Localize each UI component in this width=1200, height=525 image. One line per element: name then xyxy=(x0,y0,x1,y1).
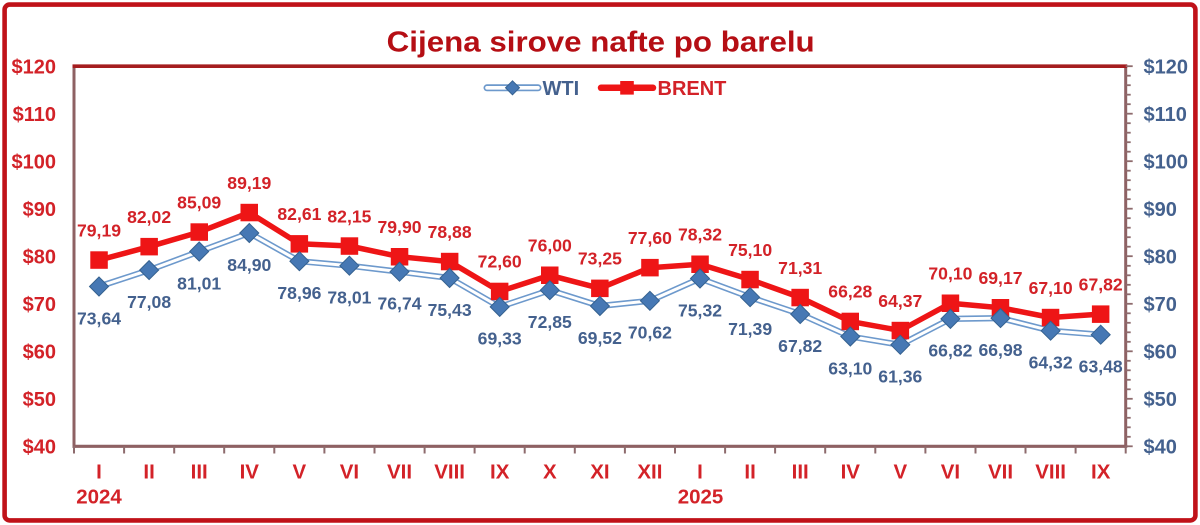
svg-text:79,19: 79,19 xyxy=(77,220,121,240)
svg-text:63,10: 63,10 xyxy=(828,358,872,378)
svg-text:Cijena sirove nafte po barelu: Cijena sirove nafte po barelu xyxy=(387,27,815,59)
svg-text:VI: VI xyxy=(340,461,359,484)
svg-text:71,39: 71,39 xyxy=(728,319,772,339)
svg-text:67,10: 67,10 xyxy=(1029,278,1073,298)
svg-text:X: X xyxy=(543,461,557,484)
svg-text:69,33: 69,33 xyxy=(478,329,522,349)
svg-text:VII: VII xyxy=(387,461,412,484)
svg-text:67,82: 67,82 xyxy=(1079,274,1123,294)
svg-text:79,90: 79,90 xyxy=(377,217,421,237)
svg-text:$120: $120 xyxy=(1144,56,1189,78)
svg-text:VIII: VIII xyxy=(1035,461,1066,484)
svg-text:IX: IX xyxy=(490,461,510,484)
svg-text:XII: XII xyxy=(637,461,662,484)
svg-text:WTI: WTI xyxy=(543,78,580,100)
svg-text:70,62: 70,62 xyxy=(628,323,672,343)
svg-text:70,10: 70,10 xyxy=(928,264,972,284)
svg-text:72,60: 72,60 xyxy=(478,252,522,272)
svg-text:$110: $110 xyxy=(13,104,56,126)
svg-text:82,02: 82,02 xyxy=(127,207,171,227)
svg-text:82,61: 82,61 xyxy=(277,204,321,224)
svg-text:64,32: 64,32 xyxy=(1029,353,1073,373)
svg-text:III: III xyxy=(191,461,208,484)
svg-text:II: II xyxy=(143,461,154,484)
svg-text:III: III xyxy=(792,461,809,484)
svg-text:66,82: 66,82 xyxy=(928,341,972,361)
svg-text:75,10: 75,10 xyxy=(728,240,772,260)
svg-text:63,48: 63,48 xyxy=(1079,357,1123,377)
svg-text:77,60: 77,60 xyxy=(628,228,672,248)
svg-text:67,82: 67,82 xyxy=(778,336,822,356)
svg-text:73,25: 73,25 xyxy=(578,249,622,269)
svg-text:V: V xyxy=(293,461,307,484)
svg-text:VI: VI xyxy=(941,461,960,484)
svg-text:$80: $80 xyxy=(1144,246,1177,268)
svg-text:77,08: 77,08 xyxy=(127,292,171,312)
svg-text:69,17: 69,17 xyxy=(978,268,1022,288)
svg-text:78,88: 78,88 xyxy=(428,222,472,242)
svg-text:$100: $100 xyxy=(1144,151,1189,173)
svg-text:2025: 2025 xyxy=(678,486,724,509)
svg-text:II: II xyxy=(744,461,755,484)
svg-text:76,00: 76,00 xyxy=(528,236,572,256)
svg-text:72,85: 72,85 xyxy=(528,312,572,332)
svg-text:$90: $90 xyxy=(23,199,56,221)
svg-text:VII: VII xyxy=(988,461,1013,484)
svg-text:$60: $60 xyxy=(23,342,56,364)
svg-text:IV: IV xyxy=(841,461,861,484)
svg-text:69,52: 69,52 xyxy=(578,328,622,348)
svg-text:BRENT: BRENT xyxy=(658,78,727,100)
svg-text:$60: $60 xyxy=(1144,342,1177,364)
svg-text:$90: $90 xyxy=(1144,199,1177,221)
svg-text:75,43: 75,43 xyxy=(428,300,472,320)
svg-text:$110: $110 xyxy=(1144,104,1187,126)
svg-text:71,31: 71,31 xyxy=(778,258,822,278)
svg-text:76,74: 76,74 xyxy=(377,294,421,314)
svg-text:82,15: 82,15 xyxy=(327,206,371,226)
svg-text:$80: $80 xyxy=(23,246,56,268)
svg-text:61,36: 61,36 xyxy=(878,367,922,387)
svg-text:I: I xyxy=(697,461,703,484)
svg-text:XI: XI xyxy=(590,461,609,484)
svg-text:78,32: 78,32 xyxy=(678,225,722,245)
svg-text:78,96: 78,96 xyxy=(277,283,321,303)
svg-text:IX: IX xyxy=(1091,461,1111,484)
svg-text:I: I xyxy=(96,461,102,484)
svg-text:$120: $120 xyxy=(12,56,57,78)
svg-text:$40: $40 xyxy=(23,437,56,459)
svg-text:$40: $40 xyxy=(1144,437,1177,459)
svg-text:V: V xyxy=(893,461,907,484)
svg-text:$50: $50 xyxy=(1144,389,1177,411)
svg-text:89,19: 89,19 xyxy=(227,173,271,193)
svg-text:$70: $70 xyxy=(23,294,56,316)
svg-text:$70: $70 xyxy=(1144,294,1177,316)
svg-text:66,28: 66,28 xyxy=(828,282,872,302)
svg-text:2024: 2024 xyxy=(76,486,122,509)
svg-text:81,01: 81,01 xyxy=(177,273,221,293)
svg-text:75,32: 75,32 xyxy=(678,300,722,320)
svg-text:84,90: 84,90 xyxy=(227,255,271,275)
svg-text:66,98: 66,98 xyxy=(978,340,1022,360)
svg-text:$50: $50 xyxy=(23,389,56,411)
svg-text:64,37: 64,37 xyxy=(878,291,922,311)
svg-text:$100: $100 xyxy=(12,151,57,173)
svg-text:VIII: VIII xyxy=(434,461,465,484)
svg-text:73,64: 73,64 xyxy=(77,308,121,328)
svg-text:78,01: 78,01 xyxy=(327,288,371,308)
svg-text:85,09: 85,09 xyxy=(177,192,221,212)
svg-text:IV: IV xyxy=(240,461,260,484)
